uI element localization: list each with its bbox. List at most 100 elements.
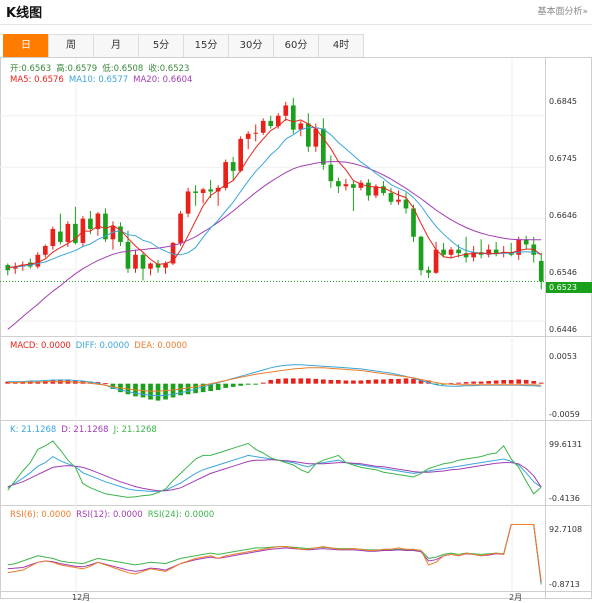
macd-bar xyxy=(200,383,206,393)
dea-label: DEA: 0.0000 xyxy=(134,341,188,351)
ma10-label: MA10: 0.6577 xyxy=(68,75,129,85)
d-line xyxy=(7,459,542,492)
candle-body xyxy=(133,254,138,269)
candle-body xyxy=(5,265,11,271)
macd-bar xyxy=(275,378,281,384)
macd-bar xyxy=(42,381,48,384)
macd-bar xyxy=(223,383,228,388)
macd-bar xyxy=(27,381,33,384)
ohlc-legend: 开:0.6563 高:0.6579 低:0.6508 收:0.6523 xyxy=(10,62,194,74)
j-line xyxy=(7,440,542,498)
k-label: K: 21.1268 xyxy=(10,425,57,435)
macd-bar xyxy=(155,383,161,401)
macd-bar xyxy=(538,382,544,384)
candle-body xyxy=(110,226,116,240)
close-value: 收:0.6523 xyxy=(148,64,190,74)
candle-body xyxy=(88,218,93,230)
candle-body xyxy=(463,253,469,258)
macd-bar xyxy=(170,383,176,398)
candle-body xyxy=(426,270,431,273)
candle-body xyxy=(456,249,461,254)
candle-body xyxy=(366,182,371,196)
candle-body xyxy=(42,246,48,255)
candle-body xyxy=(170,242,176,264)
j-label: J: 21.1268 xyxy=(113,425,157,435)
ma20-line xyxy=(7,161,542,330)
candle-body xyxy=(253,132,259,134)
candle-body xyxy=(275,115,281,127)
tab-60min[interactable]: 60分 xyxy=(273,34,319,58)
macd-bar xyxy=(381,379,386,384)
macd-bar xyxy=(456,382,461,384)
candle-body xyxy=(283,105,289,116)
candle-body xyxy=(471,252,476,258)
candle-body xyxy=(260,120,266,133)
page-title: K线图 xyxy=(6,6,43,21)
macd-tick-label: -0.0059 xyxy=(549,410,580,419)
candle-body xyxy=(163,263,168,268)
macd-bar xyxy=(5,381,11,384)
macd-bar xyxy=(313,378,319,384)
macd-bar xyxy=(253,383,259,385)
macd-label: MACD: 0.0000 xyxy=(10,341,71,351)
candle-body xyxy=(230,162,236,171)
macd-legend: MACD: 0.0000 DIFF: 0.0000 DEA: 0.0000 xyxy=(10,341,192,351)
macd-bar xyxy=(508,379,514,384)
candle-body xyxy=(65,223,71,242)
macd-bar xyxy=(260,382,266,384)
price-tick-label: 0.6646 xyxy=(549,211,577,220)
rsi-legend: RSI(6): 0.0000 RSI(12): 0.0000 RSI(24): 0.… xyxy=(10,510,219,520)
macd-bar xyxy=(230,383,236,387)
candle-body xyxy=(516,239,522,255)
macd-bar xyxy=(20,382,26,384)
candle-body xyxy=(215,187,221,192)
macd-bar xyxy=(298,378,304,384)
macd-bar xyxy=(523,379,529,384)
macd-bar xyxy=(403,378,409,384)
candle-body xyxy=(336,181,341,187)
macd-bar xyxy=(418,379,424,384)
candle-body xyxy=(125,241,131,269)
tab-month[interactable]: 月 xyxy=(93,34,139,58)
candle-body xyxy=(403,199,409,209)
macd-bar xyxy=(328,379,334,384)
macd-bar xyxy=(321,379,326,384)
candle-body xyxy=(328,164,334,182)
header: K线图 基本面分析» xyxy=(0,0,592,25)
macd-bar xyxy=(366,379,371,384)
candle-body xyxy=(208,189,213,192)
macd-bar xyxy=(103,383,108,385)
candle-body xyxy=(411,208,416,237)
d-label: D: 21.1268 xyxy=(61,425,109,435)
macd-bar xyxy=(478,381,484,384)
candle-body xyxy=(381,186,386,193)
candle-body xyxy=(493,249,499,254)
fundamental-analysis-link[interactable]: 基本面分析» xyxy=(537,7,588,17)
candle-body xyxy=(305,123,311,147)
macd-bar xyxy=(245,383,251,385)
candle-body xyxy=(12,266,18,269)
ma-legend: MA5: 0.6576 MA10: 0.6577 MA20: 0.6604 xyxy=(10,75,197,85)
candle-body xyxy=(200,189,206,193)
candle-body xyxy=(538,260,544,282)
kdj-tick-label: 99.6131 xyxy=(549,440,583,449)
candle-body xyxy=(358,182,364,188)
candle-body xyxy=(185,191,191,214)
candle-body xyxy=(238,138,244,171)
candle-body xyxy=(486,249,491,255)
macd-bar xyxy=(411,378,416,384)
macd-bar xyxy=(215,383,221,391)
candle-body xyxy=(223,162,228,188)
candle-body xyxy=(73,223,78,243)
tab-week[interactable]: 周 xyxy=(48,34,94,58)
candle-body xyxy=(351,184,356,188)
candle-body xyxy=(155,263,161,268)
price-tick-label: 0.6546 xyxy=(549,268,577,277)
last-price-tag: 0.6523 xyxy=(546,282,592,293)
high-value: 高:0.6579 xyxy=(56,64,98,74)
macd-bar xyxy=(88,381,93,384)
candle-body xyxy=(245,133,251,139)
kdj-tick-label: -0.4136 xyxy=(549,494,580,503)
macd-bar xyxy=(336,379,341,384)
